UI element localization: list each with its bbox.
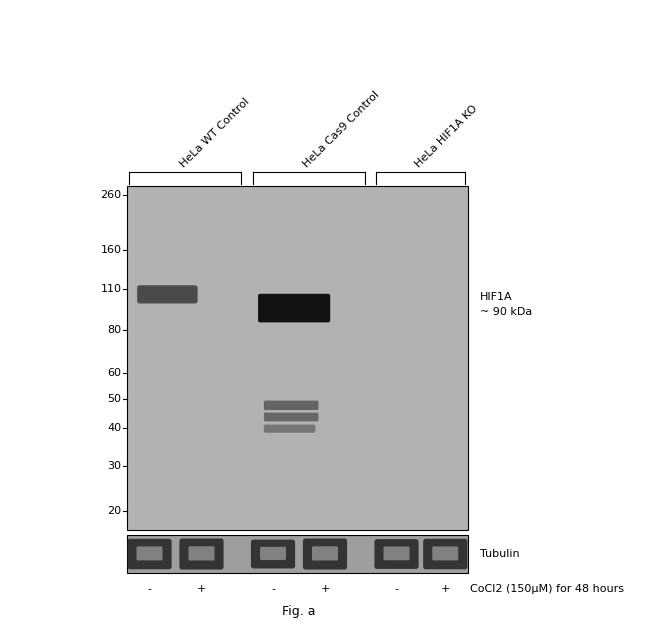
FancyBboxPatch shape <box>303 539 347 569</box>
FancyBboxPatch shape <box>136 546 162 560</box>
FancyBboxPatch shape <box>423 539 467 569</box>
FancyBboxPatch shape <box>264 401 318 410</box>
Text: HIF1A
~ 90 kDa: HIF1A ~ 90 kDa <box>480 292 532 317</box>
Text: +: + <box>441 584 450 594</box>
Bar <box>127 186 468 530</box>
FancyBboxPatch shape <box>127 539 172 569</box>
Text: 110: 110 <box>101 284 122 294</box>
Text: 80: 80 <box>107 325 122 335</box>
Text: -: - <box>148 584 151 594</box>
FancyBboxPatch shape <box>137 285 198 304</box>
FancyBboxPatch shape <box>188 546 215 560</box>
Text: +: + <box>197 584 206 594</box>
FancyBboxPatch shape <box>374 539 419 569</box>
Text: Fig. a: Fig. a <box>282 605 316 618</box>
Text: 50: 50 <box>107 394 122 404</box>
Text: Tubulin: Tubulin <box>480 549 519 559</box>
Text: CoCl2 (150μM) for 48 hours: CoCl2 (150μM) for 48 hours <box>470 584 624 594</box>
Text: HeLa Cas9 Control: HeLa Cas9 Control <box>302 89 382 169</box>
FancyBboxPatch shape <box>258 294 330 322</box>
Bar <box>127 535 468 573</box>
Text: 260: 260 <box>100 190 122 200</box>
Text: 60: 60 <box>107 369 122 378</box>
FancyBboxPatch shape <box>251 540 295 568</box>
Text: 40: 40 <box>107 423 122 433</box>
FancyBboxPatch shape <box>384 546 410 560</box>
Text: HeLa WT Control: HeLa WT Control <box>178 96 252 169</box>
FancyBboxPatch shape <box>260 547 286 560</box>
FancyBboxPatch shape <box>179 539 224 569</box>
FancyBboxPatch shape <box>264 413 318 421</box>
Text: -: - <box>395 584 398 594</box>
FancyBboxPatch shape <box>432 546 458 560</box>
Text: -: - <box>271 584 275 594</box>
FancyBboxPatch shape <box>264 424 315 433</box>
Text: +: + <box>320 584 330 594</box>
Text: HeLa HIF1A KO: HeLa HIF1A KO <box>414 103 480 169</box>
Text: 160: 160 <box>101 245 122 255</box>
Text: 20: 20 <box>107 506 122 516</box>
Text: 30: 30 <box>107 461 122 471</box>
FancyBboxPatch shape <box>312 546 338 560</box>
